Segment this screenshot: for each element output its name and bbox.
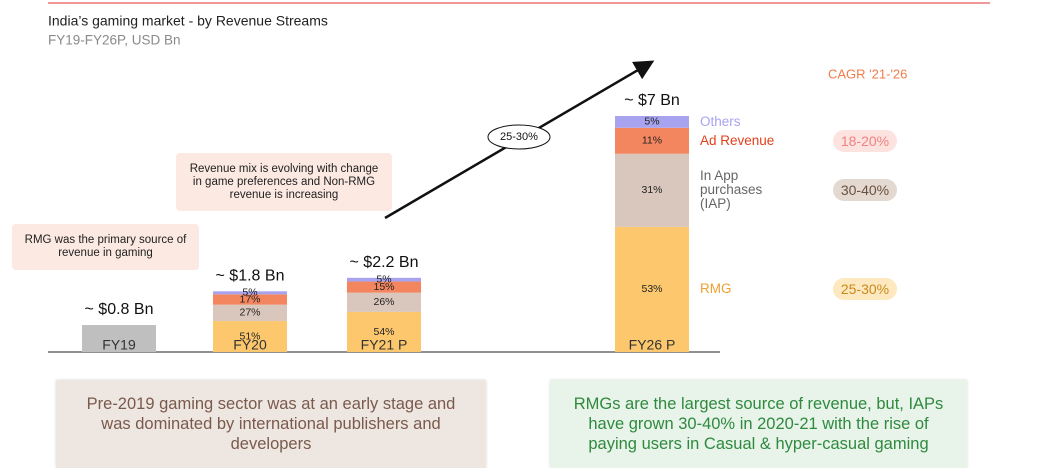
bar-segment (615, 116, 689, 128)
bar (82, 325, 156, 352)
segment-label: 5% (644, 116, 659, 128)
footnote: RMGs are the largest source of revenue, … (550, 380, 967, 468)
legend-label: Ad Revenue (700, 132, 775, 148)
segment-label: 51% (239, 330, 260, 342)
legend-label: RMG (700, 281, 732, 297)
bar-segment (615, 153, 689, 227)
bar-segment (213, 321, 287, 352)
arrow-label-bg (487, 124, 551, 150)
segment-label: 15% (373, 281, 394, 293)
callout: Revenue mix is evolving with change in g… (176, 153, 392, 211)
chart-title: India’s gaming market - by Revenue Strea… (48, 13, 328, 29)
x-tick-label: FY26 P (629, 337, 676, 353)
cagr-label: 30-40% (833, 179, 897, 202)
segment-label: 17% (239, 293, 260, 305)
callout: RMG was the primary source of revenue in… (12, 224, 199, 270)
bar-segment (213, 291, 287, 295)
bar-segment (347, 281, 421, 293)
segment-label: 5% (376, 273, 391, 285)
segment-label: 27% (239, 307, 260, 319)
segment-label: 11% (642, 135, 662, 147)
bar-segment (213, 304, 287, 322)
x-tick-label: FY20 (233, 337, 267, 353)
bar-segment (347, 311, 421, 352)
bar-segment (213, 294, 287, 305)
total-label: ~ $1.8 Bn (216, 268, 285, 285)
cagr-label: 18-20% (833, 129, 897, 152)
bar-segment (615, 127, 689, 154)
total-label: ~ $0.8 Bn (85, 301, 154, 318)
bar-segment (347, 292, 421, 312)
cagr-title: CAGR '21-'26 (828, 66, 907, 81)
x-tick-label: FY21 P (361, 337, 408, 353)
total-label: ~ $7 Bn (624, 92, 680, 109)
cagr-label: 25-30% (833, 278, 897, 301)
arrow-label: 25-30% (500, 131, 538, 143)
footnote: Pre-2019 gaming sector was at an early s… (56, 380, 486, 468)
chart-subtitle: FY19-FY26P, USD Bn (48, 33, 181, 48)
segment-label: 53% (641, 283, 662, 295)
segment-label: 54% (373, 326, 394, 338)
legend-label: In App purchases (IAP) (700, 168, 763, 212)
total-label: ~ $2.2 Bn (350, 254, 419, 271)
bar-segment (615, 226, 689, 352)
segment-label: 26% (373, 296, 394, 308)
bar-segment (347, 277, 421, 282)
segment-label: 5% (242, 287, 257, 299)
x-tick-label: FY19 (102, 337, 136, 353)
legend-label: Others (700, 113, 741, 129)
segment-label: 31% (641, 184, 662, 196)
